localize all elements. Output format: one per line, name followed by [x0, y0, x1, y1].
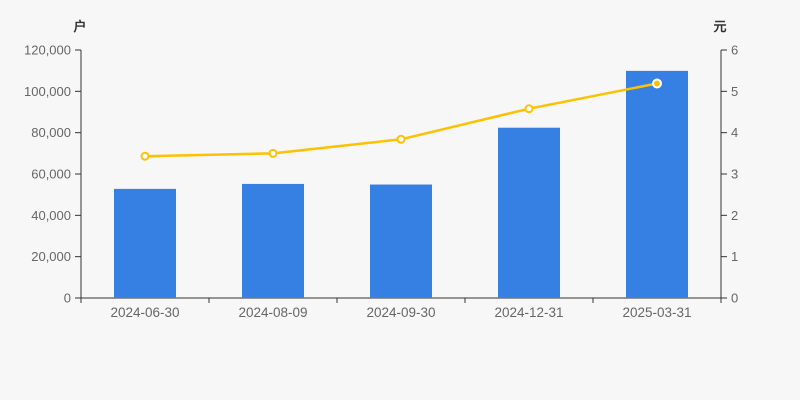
- bar: [498, 127, 560, 298]
- left-axis-tick-label: 100,000: [24, 84, 71, 99]
- line-point: [140, 151, 150, 161]
- line-point: [524, 104, 534, 114]
- line-point-last: [652, 78, 662, 89]
- right-axis-tick-label: 5: [731, 84, 738, 99]
- bar: [114, 188, 176, 298]
- bar: [626, 70, 688, 298]
- left-axis-title: 户: [73, 19, 86, 34]
- line-point: [396, 134, 406, 144]
- bar: [370, 184, 432, 298]
- left-axis-tick-label: 0: [64, 291, 71, 306]
- left-axis-tick-label: 60,000: [31, 167, 71, 182]
- right-axis-tick-label: 0: [731, 291, 738, 306]
- x-axis-category-label: 2024-09-30: [366, 305, 435, 320]
- left-axis-tick-label: 20,000: [31, 249, 71, 264]
- right-axis-tick-label: 1: [731, 249, 738, 264]
- line-point: [268, 148, 278, 158]
- right-axis-tick-label: 4: [731, 125, 738, 140]
- right-axis-tick-label: 6: [731, 43, 738, 58]
- right-axis-tick-label: 3: [731, 167, 738, 182]
- x-axis-category-label: 2024-08-09: [238, 305, 307, 320]
- left-axis-tick-label: 120,000: [24, 43, 71, 58]
- x-axis-category-label: 2025-03-31: [622, 305, 691, 320]
- left-axis-tick-label: 40,000: [31, 208, 71, 223]
- bar: [242, 183, 304, 298]
- right-axis-title: 元: [713, 19, 726, 34]
- line-series: [143, 82, 659, 158]
- right-axis-tick-label: 2: [731, 208, 738, 223]
- left-axis-tick-label: 80,000: [31, 125, 71, 140]
- x-axis-category-label: 2024-12-31: [494, 305, 563, 320]
- x-axis-category-label: 2024-06-30: [110, 305, 179, 320]
